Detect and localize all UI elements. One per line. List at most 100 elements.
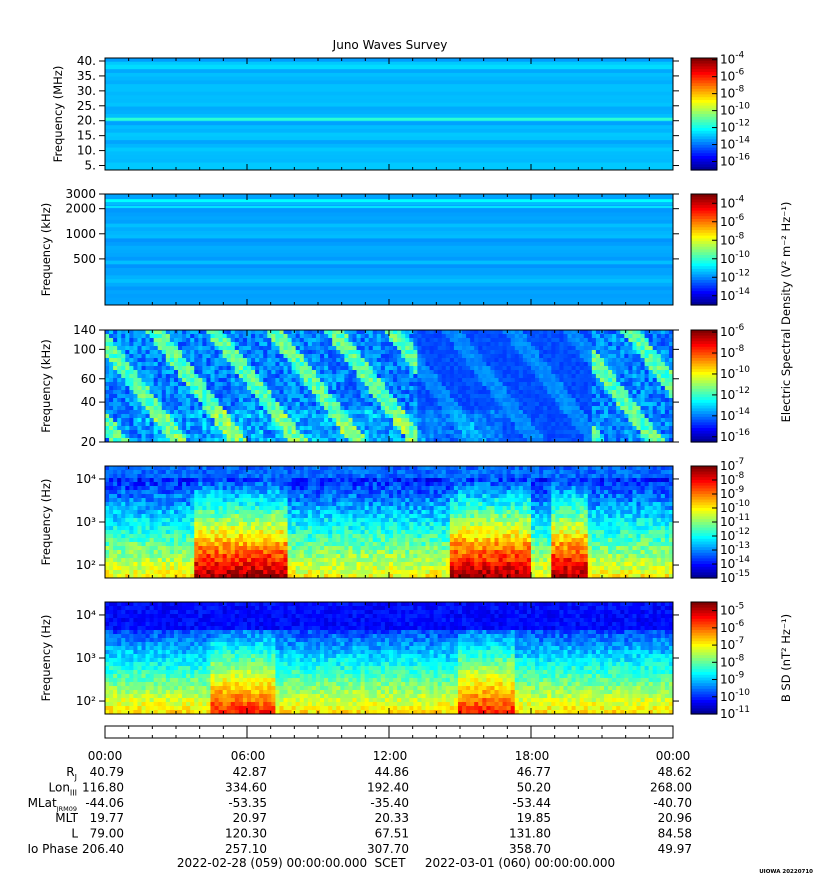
spectrogram-image [105, 194, 673, 305]
ephemeris-value: 79.00 [90, 827, 124, 841]
y-tick-label: 20 [81, 435, 96, 449]
ephemeris-value: 307.70 [367, 842, 409, 856]
y-tick-label: 10⁴ [76, 608, 96, 622]
y-axis-label: Frequency (Hz) [39, 479, 53, 566]
y-tick-label: 30. [77, 84, 96, 98]
y-tick-label: 5. [85, 159, 96, 173]
footer-start-time: 2022-02-28 (059) 00:00:00.000 [177, 856, 367, 870]
chart-title: Juno Waves Survey [332, 38, 448, 52]
y-tick-label: 2000 [65, 202, 96, 216]
colorbar-tick-label: 10-8 [720, 344, 745, 360]
y-tick-label: 10³ [76, 515, 96, 529]
ephemeris-row-label: MLT [55, 811, 78, 825]
ephemeris-value: 120.30 [225, 827, 267, 841]
colorbar-tick-label: 10-16 [720, 153, 750, 169]
y-tick-label: 20. [77, 114, 96, 128]
y-tick-label: 10. [77, 144, 96, 158]
colorbar-tick-label: 10-6 [720, 68, 745, 84]
y-tick-label: 100 [73, 342, 96, 356]
y-tick-label: 1000 [65, 227, 96, 241]
y-axis-label: Frequency (kHz) [39, 203, 53, 296]
ephemeris-row-label: LonIII [49, 780, 78, 797]
colorbar-tick-label: 10-12 [720, 119, 750, 135]
y-tick-label: 60 [81, 372, 96, 386]
y-axis-label: Frequency (MHz) [51, 66, 65, 163]
ephemeris-value: 358.70 [509, 842, 551, 856]
ephemeris-value: -53.44 [512, 796, 551, 810]
shared-colorbar-label: Electric Spectral Density (V² m⁻² Hz⁻¹) [779, 202, 793, 423]
ephemeris-value: 84.58 [658, 827, 692, 841]
ephemeris-value: 116.80 [82, 780, 124, 794]
ephemeris-row-label: L [71, 827, 78, 841]
colorbar-tick-label: 10-6 [720, 213, 745, 229]
footer-end-time: 2022-03-01 (060) 00:00:00.000 [425, 856, 615, 870]
colorbar-tick-label: 10-9 [720, 671, 745, 687]
colorbar-tick-label: 10-5 [720, 602, 744, 618]
time-tick-label: 12:00 [373, 749, 408, 763]
spectrogram-image [105, 466, 673, 578]
y-tick-label: 10² [76, 694, 96, 708]
colorbar-tick-label: 10-7 [720, 636, 744, 652]
colorbar-tick-label: 10-10 [720, 688, 750, 704]
spectrogram-panel-1: 40.35.30.25.20.15.10.5. Frequency (MHz) 10… [51, 51, 750, 173]
y-tick-label: 15. [77, 129, 96, 143]
ephemeris-value: 206.40 [82, 842, 124, 856]
ephemeris-value: 192.40 [367, 780, 409, 794]
ephemeris-value: 48.62 [658, 765, 692, 779]
y-tick-label: 10⁴ [76, 472, 96, 486]
time-tick-label: 00:00 [88, 749, 123, 763]
ephemeris-row-label: Io Phase [27, 842, 78, 856]
ephemeris-value: 20.97 [233, 811, 267, 825]
colorbar-2: 10-4 10-6 10-8 10-10 10-12 10-14 [690, 193, 750, 306]
footer-stamp: UIOWA 20220710 [759, 869, 813, 875]
colorbar-tick-label: 10-14 [720, 287, 750, 303]
ephemeris-value: 46.77 [517, 765, 551, 779]
colorbar-tick-label: 10-12 [720, 268, 750, 284]
colorbar-tick-label: 10-10 [720, 102, 750, 118]
colorbar-tick-label: 10-11 [720, 705, 750, 721]
colorbar-tick-label: 10-14 [720, 136, 750, 152]
y-tick-label: 40. [77, 54, 96, 68]
time-axis: 00:00 06:00 12:00 18:00 00:00 RJ 40.79 42.87 44.… [27, 725, 692, 856]
colorbar-tick-label: 10-12 [720, 386, 750, 402]
colorbar-tick-label: 10-16 [720, 428, 750, 444]
ephemeris-value: 19.77 [90, 811, 124, 825]
ephemeris-value: 20.33 [375, 811, 409, 825]
colorbar-tick-label: 10-6 [720, 619, 745, 635]
y-tick-label: 10² [76, 558, 96, 572]
ephemeris-value: -44.06 [85, 796, 124, 810]
spectrogram-image [105, 602, 673, 714]
spectrogram-image [105, 58, 673, 170]
ephemeris-value: 19.85 [517, 811, 551, 825]
y-tick-label: 10³ [76, 651, 96, 665]
spectrogram-panel-5: 10⁴ 10³ 10² Frequency (Hz) 10-510-610-710-81… [39, 601, 793, 721]
spectrogram-panel-4: 10⁴ 10³ 10² Frequency (Hz) 10-710-810-910-10… [39, 457, 750, 585]
colorbar-tick-label: 10-4 [720, 194, 745, 210]
ephemeris-value: 49.97 [658, 842, 692, 856]
spectrogram-panel-3: 140 100 60 40 20 Frequency (kHz) 10-6 10-8 10-10… [39, 323, 750, 449]
ephemeris-value: 334.60 [225, 780, 267, 794]
ephemeris-value: -53.35 [228, 796, 267, 810]
y-tick-label: 40 [81, 395, 96, 409]
spectrogram-panels: 40.35.30.25.20.15.10.5. Frequency (MHz) 10… [39, 51, 793, 721]
y-tick-label: 500 [73, 252, 96, 266]
ephemeris-value: 257.10 [225, 842, 267, 856]
y-tick-label: 25. [77, 99, 96, 113]
y-axis-label: Frequency (kHz) [39, 339, 53, 432]
colorbar-3: 10-6 10-8 10-10 10-12 10-14 10-16 [690, 323, 750, 444]
ephemeris-row-label: MLatJRM09 [28, 796, 77, 813]
y-axis-label: Frequency (Hz) [39, 615, 53, 702]
ephemeris-row-label: RJ [66, 765, 77, 782]
colorbar-tick-label: 10-4 [720, 51, 745, 67]
colorbar-4: 10-710-810-910-1010-1110-1210-1310-1410-… [690, 457, 750, 585]
colorbar-tick-label: 10-15 [720, 569, 750, 585]
spectrogram-image [105, 330, 673, 442]
colorbar-tick-label: 10-10 [720, 250, 750, 266]
time-tick-label: 00:00 [656, 749, 691, 763]
ephemeris-value: 268.00 [650, 780, 692, 794]
time-tick-label: 18:00 [515, 749, 550, 763]
y-tick-label: 35. [77, 69, 96, 83]
